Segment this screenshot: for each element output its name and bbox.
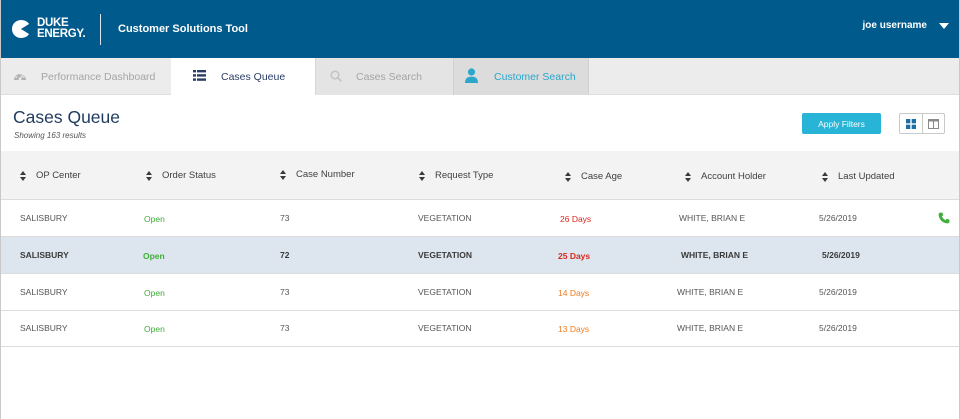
table-row[interactable]: SALISBURY Open 73 VEGETATION 13 Days WHI… xyxy=(1,311,959,347)
cell-op-center: SALISBURY xyxy=(20,287,68,297)
columns-icon xyxy=(928,118,939,129)
user-menu[interactable]: joe username xyxy=(863,20,949,31)
column-header-op-center[interactable]: OP Center xyxy=(20,170,81,181)
split-view-button[interactable] xyxy=(922,114,944,133)
chevron-down-icon[interactable] xyxy=(939,22,949,29)
apply-filters-button[interactable]: Apply Filters xyxy=(802,113,881,134)
cell-last-updated: 5/26/2019 xyxy=(822,250,860,260)
cell-last-updated: 5/26/2019 xyxy=(819,287,857,297)
tab-label: Cases Queue xyxy=(221,71,286,83)
list-icon xyxy=(193,70,206,84)
column-header-request-type[interactable]: Request Type xyxy=(419,170,493,181)
cell-case-age: 14 Days xyxy=(558,288,590,298)
cell-case-number[interactable]: 72 xyxy=(280,250,290,260)
tab-customer-search[interactable]: Customer Search xyxy=(453,58,589,95)
column-label: Case Age xyxy=(581,171,623,182)
cell-last-updated: 5/26/2019 xyxy=(819,213,857,223)
tab-label: Performance Dashboard xyxy=(41,71,156,83)
tab-cases-search[interactable]: Cases Search xyxy=(315,58,453,95)
column-label: Order Status xyxy=(162,170,216,181)
table-row[interactable]: SALISBURY Open 73 VEGETATION 26 Days WHI… xyxy=(1,200,959,237)
main-tabs: Performance Dashboard Cases Queue xyxy=(1,58,959,96)
cell-order-status: Open xyxy=(144,214,165,224)
cell-request-type: VEGETATION xyxy=(418,250,472,260)
column-label: Request Type xyxy=(435,170,494,181)
column-label: OP Center xyxy=(36,170,81,181)
table-row-selected[interactable]: SALISBURY Open 72 VEGETATION 25 Days WHI… xyxy=(1,237,959,274)
phone-icon[interactable] xyxy=(938,211,950,229)
column-header-account-holder[interactable]: Account Holder xyxy=(685,171,766,182)
cell-request-type: VEGETATION xyxy=(418,213,472,223)
gauge-icon xyxy=(13,70,27,85)
table-header: OP Center Order Status Case Number Reque… xyxy=(1,151,959,200)
tab-cases-queue[interactable]: Cases Queue xyxy=(171,58,315,96)
page-title: Cases Queue xyxy=(13,107,121,127)
username[interactable]: joe username xyxy=(862,20,927,31)
cell-account-holder: WHITE, BRIAN E xyxy=(679,213,746,223)
cell-order-status: Open xyxy=(144,324,165,334)
column-header-case-age[interactable]: Case Age xyxy=(565,171,622,182)
sort-icon xyxy=(146,170,153,181)
cell-case-age: 25 Days xyxy=(558,251,591,261)
duke-energy-logo[interactable]: DUKE ENERGY. xyxy=(10,14,86,44)
search-icon xyxy=(330,70,342,85)
cell-case-number[interactable]: 73 xyxy=(280,323,290,333)
sort-icon xyxy=(280,169,287,180)
duke-energy-logo-icon xyxy=(10,18,32,40)
cell-case-number[interactable]: 73 xyxy=(280,213,290,223)
column-header-last-updated[interactable]: Last Updated xyxy=(822,171,895,182)
column-label: Case Number xyxy=(296,169,355,180)
view-toggle xyxy=(899,113,945,134)
cell-case-number[interactable]: 73 xyxy=(280,287,290,297)
tab-label: Cases Search xyxy=(356,71,422,83)
cell-order-status: Open xyxy=(143,251,165,261)
tab-label: Customer Search xyxy=(494,71,576,83)
sort-icon xyxy=(20,170,27,181)
logo-text: DUKE ENERGY. xyxy=(37,17,86,40)
grid-icon xyxy=(906,118,916,129)
cell-op-center: SALISBURY xyxy=(20,250,69,260)
result-count: Showing 163 results xyxy=(14,131,87,140)
cell-request-type: VEGETATION xyxy=(418,287,472,297)
sort-icon xyxy=(565,171,572,182)
grid-view-button[interactable] xyxy=(900,114,922,133)
column-header-case-number[interactable]: Case Number xyxy=(280,169,355,180)
cell-case-age: 26 Days xyxy=(560,214,592,224)
logo-line-1: DUKE xyxy=(37,17,69,29)
cell-case-age: 13 Days xyxy=(558,324,590,334)
header-divider xyxy=(100,14,101,45)
top-header: DUKE ENERGY. Customer Solutions Tool joe… xyxy=(1,0,959,58)
column-label: Last Updated xyxy=(838,171,895,182)
cell-last-updated: 5/26/2019 xyxy=(819,323,857,333)
cell-account-holder: WHITE, BRIAN E xyxy=(677,323,744,333)
sort-icon xyxy=(419,170,426,181)
column-header-order-status[interactable]: Order Status xyxy=(146,170,216,181)
tab-performance-dashboard[interactable]: Performance Dashboard xyxy=(1,58,171,95)
person-icon xyxy=(465,68,478,86)
cell-request-type: VEGETATION xyxy=(418,323,472,333)
table-row[interactable]: SALISBURY Open 73 VEGETATION 14 Days WHI… xyxy=(1,274,959,311)
cell-op-center: SALISBURY xyxy=(20,213,68,223)
sort-icon xyxy=(685,171,692,182)
logo-line-2: ENERGY. xyxy=(37,28,86,40)
cell-op-center: SALISBURY xyxy=(20,323,68,333)
sort-icon xyxy=(822,171,829,182)
cell-order-status: Open xyxy=(144,288,165,298)
column-label: Account Holder xyxy=(701,171,766,182)
app-title: Customer Solutions Tool xyxy=(118,23,248,35)
cell-account-holder: WHITE, BRIAN E xyxy=(681,250,749,260)
cell-account-holder: WHITE, BRIAN E xyxy=(677,287,744,297)
